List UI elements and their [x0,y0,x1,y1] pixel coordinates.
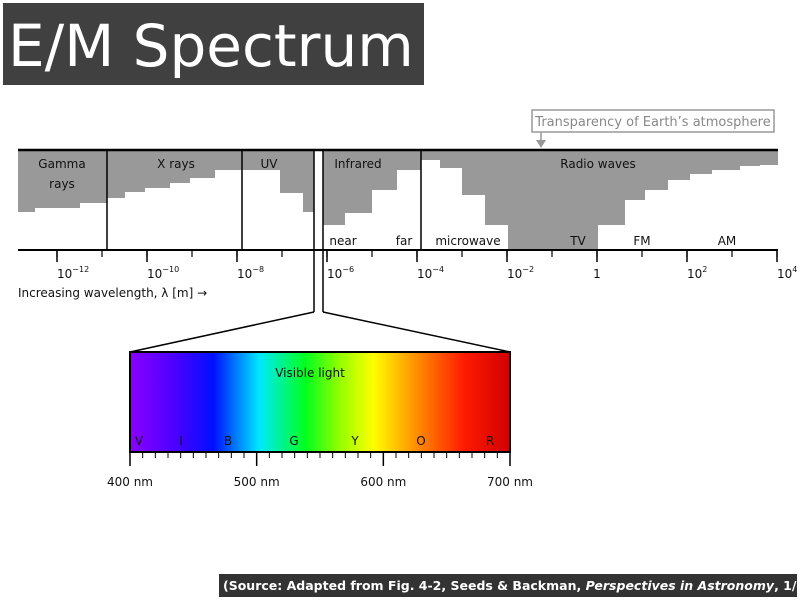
visible-ticks: 400 nm 500 nm 600 nm 700 nm [107,452,533,489]
tick-exponent: 4 [792,265,797,274]
region-label: X rays [157,157,195,171]
tick-exponent: −10 [162,265,179,274]
band-label: near [329,234,356,248]
axis-title: Increasing wavelength, λ [m] → [18,286,207,300]
color-letter: R [486,434,494,448]
region-label: Infrared [334,157,381,171]
title-box [3,3,424,85]
annotation: Transparency of Earth’s atmosphere [534,115,770,130]
tick-exponent: −2 [522,265,534,274]
visible-label: Visible light [275,366,345,380]
band-label: far [396,234,413,248]
axis-ticks: 10−12 10−10 10−8 10−6 10−4 10−2 1 102 104 [56,250,797,281]
tick-label: 700 nm [487,475,533,489]
tick-exponent: −6 [342,265,354,274]
title: E/M Spectrum [8,12,414,80]
tick-label: 400 nm [107,475,153,489]
dividers [106,150,511,353]
tick-label: 600 nm [360,475,406,489]
tick-base: 1 [593,267,601,281]
tick-label: 10−12 [57,265,89,281]
tick-label: 102 [687,265,707,281]
tick-label: 10−8 [237,265,264,281]
band-label: microwave [435,234,500,248]
tick-base: 10 [507,267,522,281]
tick-label: 10−2 [507,265,534,281]
opacity-profile [18,150,778,250]
region-label: UV [261,157,279,171]
color-letter: I [179,434,183,448]
region-label: Gamma [38,157,85,171]
band-label: FM [633,234,650,248]
color-letter: Y [350,434,359,448]
tick-base: 10 [57,267,72,281]
tick-base: 10 [777,267,792,281]
tick-label: 10−10 [147,265,179,281]
tick-label: 104 [777,265,797,281]
source-text: Perspectives in Astronomy [586,578,775,593]
region-label: rays [49,177,75,191]
band-label: AM [718,234,737,248]
visible-spectrum [129,351,511,453]
source-text: , 1/e, 2008) [774,578,800,593]
region-label: Radio waves [560,157,635,171]
tick-base: 10 [327,267,342,281]
source-text: (Source: Adapted from Fig. 4-2, Seeds & … [223,578,586,593]
annotation-box [531,109,775,133]
tick-exponent: −4 [432,265,444,274]
color-letter: G [289,434,298,448]
tick-label: 10−4 [417,265,444,281]
source-box [219,574,797,597]
color-letter: V [135,434,144,448]
tick-base: 10 [147,267,162,281]
color-letter: B [224,434,232,448]
tick-base: 10 [237,267,252,281]
tick-exponent: −12 [72,265,89,274]
tick-exponent: −8 [252,265,264,274]
source: (Source: Adapted from Fig. 4-2, Seeds & … [223,578,800,593]
tick-label: 10−6 [327,265,354,281]
band-label: TV [569,234,586,248]
tick-label: 500 nm [234,475,280,489]
tick-exponent: 2 [702,265,707,274]
tick-label: 1 [593,267,601,281]
color-letter: O [416,434,425,448]
tick-base: 10 [687,267,702,281]
tick-base: 10 [417,267,432,281]
annotation-arrowhead [536,140,546,148]
